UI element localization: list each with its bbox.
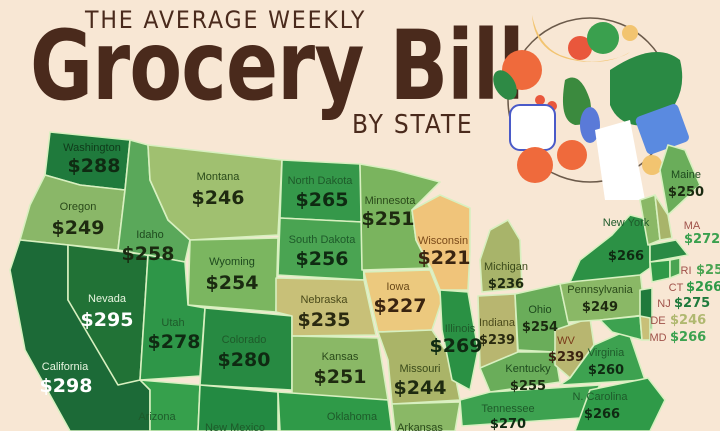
label-west-virginia: WV: [557, 335, 575, 347]
label-new-jersey: NJ: [657, 298, 670, 310]
label-oklahoma: Oklahoma: [327, 411, 378, 423]
value-west-virginia: $239: [548, 350, 584, 365]
state-new-mexico[interactable]: [197, 384, 279, 431]
title-subtitle: BY STATE: [352, 110, 474, 140]
label-maine: Maine: [671, 169, 701, 181]
value-tennessee: $270: [490, 417, 526, 431]
value-wyoming: $254: [206, 272, 259, 294]
label-nevada: Nevada: [88, 293, 127, 305]
state-rhode-island[interactable]: [669, 257, 681, 279]
value-wisconsin: $221: [418, 247, 471, 269]
value-north-carolina: $266: [584, 407, 620, 422]
value-missouri: $244: [394, 377, 447, 399]
label-california: California: [42, 361, 89, 373]
grocery-basket-icon: [493, 15, 689, 200]
label-virginia: Virginia: [588, 347, 625, 359]
value-pennsylvania: $249: [582, 300, 618, 315]
label-new-mexico: New Mexico: [205, 422, 265, 431]
label-iowa: Iowa: [386, 281, 410, 293]
label-indiana: Indiana: [479, 317, 516, 329]
value-maryland: $266: [670, 330, 706, 345]
title-line-1: THE AVERAGE WEEKLY: [85, 6, 367, 34]
value-minnesota: $251: [362, 208, 415, 230]
value-washington: $288: [68, 155, 121, 177]
label-ohio: Ohio: [528, 304, 551, 316]
state-arizona[interactable]: [139, 379, 201, 431]
value-kentucky: $255: [510, 379, 546, 394]
value-michigan: $236: [488, 277, 524, 292]
value-connecticut: $266: [686, 280, 720, 295]
state-arkansas[interactable]: [391, 401, 461, 431]
value-massachusetts: $272: [684, 232, 720, 247]
state-michigan[interactable]: [479, 219, 523, 293]
state-oklahoma[interactable]: [277, 391, 393, 431]
state-illinois[interactable]: [439, 289, 479, 391]
label-wisconsin: Wisconsin: [418, 235, 468, 247]
value-new-jersey: $275: [674, 296, 710, 311]
label-utah: Utah: [161, 317, 184, 329]
value-utah: $278: [148, 331, 201, 353]
label-michigan: Michigan: [484, 261, 528, 273]
value-oregon: $249: [52, 217, 105, 239]
label-washington: Washington: [63, 142, 121, 154]
state-iowa[interactable]: [363, 269, 443, 333]
label-idaho: Idaho: [136, 229, 164, 241]
state-massachusetts[interactable]: [649, 239, 689, 263]
value-idaho: $258: [122, 243, 175, 265]
state-new-hampshire[interactable]: [654, 194, 673, 241]
value-rhode-island: $256: [696, 263, 720, 278]
label-connecticut: CT: [669, 282, 684, 294]
label-tennessee: Tennessee: [481, 403, 534, 415]
value-colorado: $280: [218, 349, 271, 371]
label-colorado: Colorado: [222, 334, 267, 346]
value-illinois: $269: [430, 335, 483, 357]
label-montana: Montana: [197, 171, 241, 183]
label-oregon: Oregon: [60, 201, 97, 213]
value-montana: $246: [192, 187, 245, 209]
value-virginia: $260: [588, 363, 624, 378]
label-maryland: MD: [649, 332, 666, 344]
label-illinois: Illinois: [445, 323, 476, 335]
value-north-dakota: $265: [296, 189, 349, 211]
label-north-carolina: N. Carolina: [572, 391, 628, 403]
label-minnesota: Minnesota: [365, 195, 417, 207]
state-maine[interactable]: [659, 144, 701, 216]
value-california: $298: [40, 375, 93, 397]
label-kentucky: Kentucky: [505, 363, 551, 375]
label-north-dakota: North Dakota: [288, 175, 354, 187]
label-kansas: Kansas: [322, 351, 359, 363]
label-new-york: New York: [603, 217, 650, 229]
value-nebraska: $235: [298, 309, 351, 331]
label-rhode-island: RI: [681, 265, 692, 277]
value-ohio: $254: [522, 320, 558, 335]
label-arkansas: Arkansas: [397, 422, 443, 431]
label-wyoming: Wyoming: [209, 256, 255, 268]
state-delaware[interactable]: [639, 315, 651, 341]
label-arizona: Arizona: [138, 411, 176, 423]
page-title: Grocery Bill: [30, 10, 525, 122]
value-maine: $250: [668, 185, 704, 200]
value-iowa: $227: [374, 295, 427, 317]
state-north-carolina[interactable]: [574, 377, 666, 431]
label-missouri: Missouri: [400, 363, 441, 375]
label-nebraska: Nebraska: [300, 294, 348, 306]
label-delaware: DE: [650, 315, 665, 327]
value-new-york: $266: [608, 249, 644, 264]
label-pennsylvania: Pennsylvania: [567, 284, 633, 296]
value-delaware: $246: [670, 313, 706, 328]
label-massachusetts: MA: [684, 220, 701, 232]
label-south-dakota: South Dakota: [289, 234, 357, 246]
value-kansas: $251: [314, 366, 367, 388]
value-south-dakota: $256: [296, 248, 349, 270]
value-indiana: $239: [479, 333, 515, 348]
state-wisconsin[interactable]: [411, 194, 471, 291]
state-connecticut[interactable]: [649, 259, 671, 283]
state-virginia[interactable]: [559, 329, 646, 386]
value-nevada: $295: [81, 309, 134, 331]
